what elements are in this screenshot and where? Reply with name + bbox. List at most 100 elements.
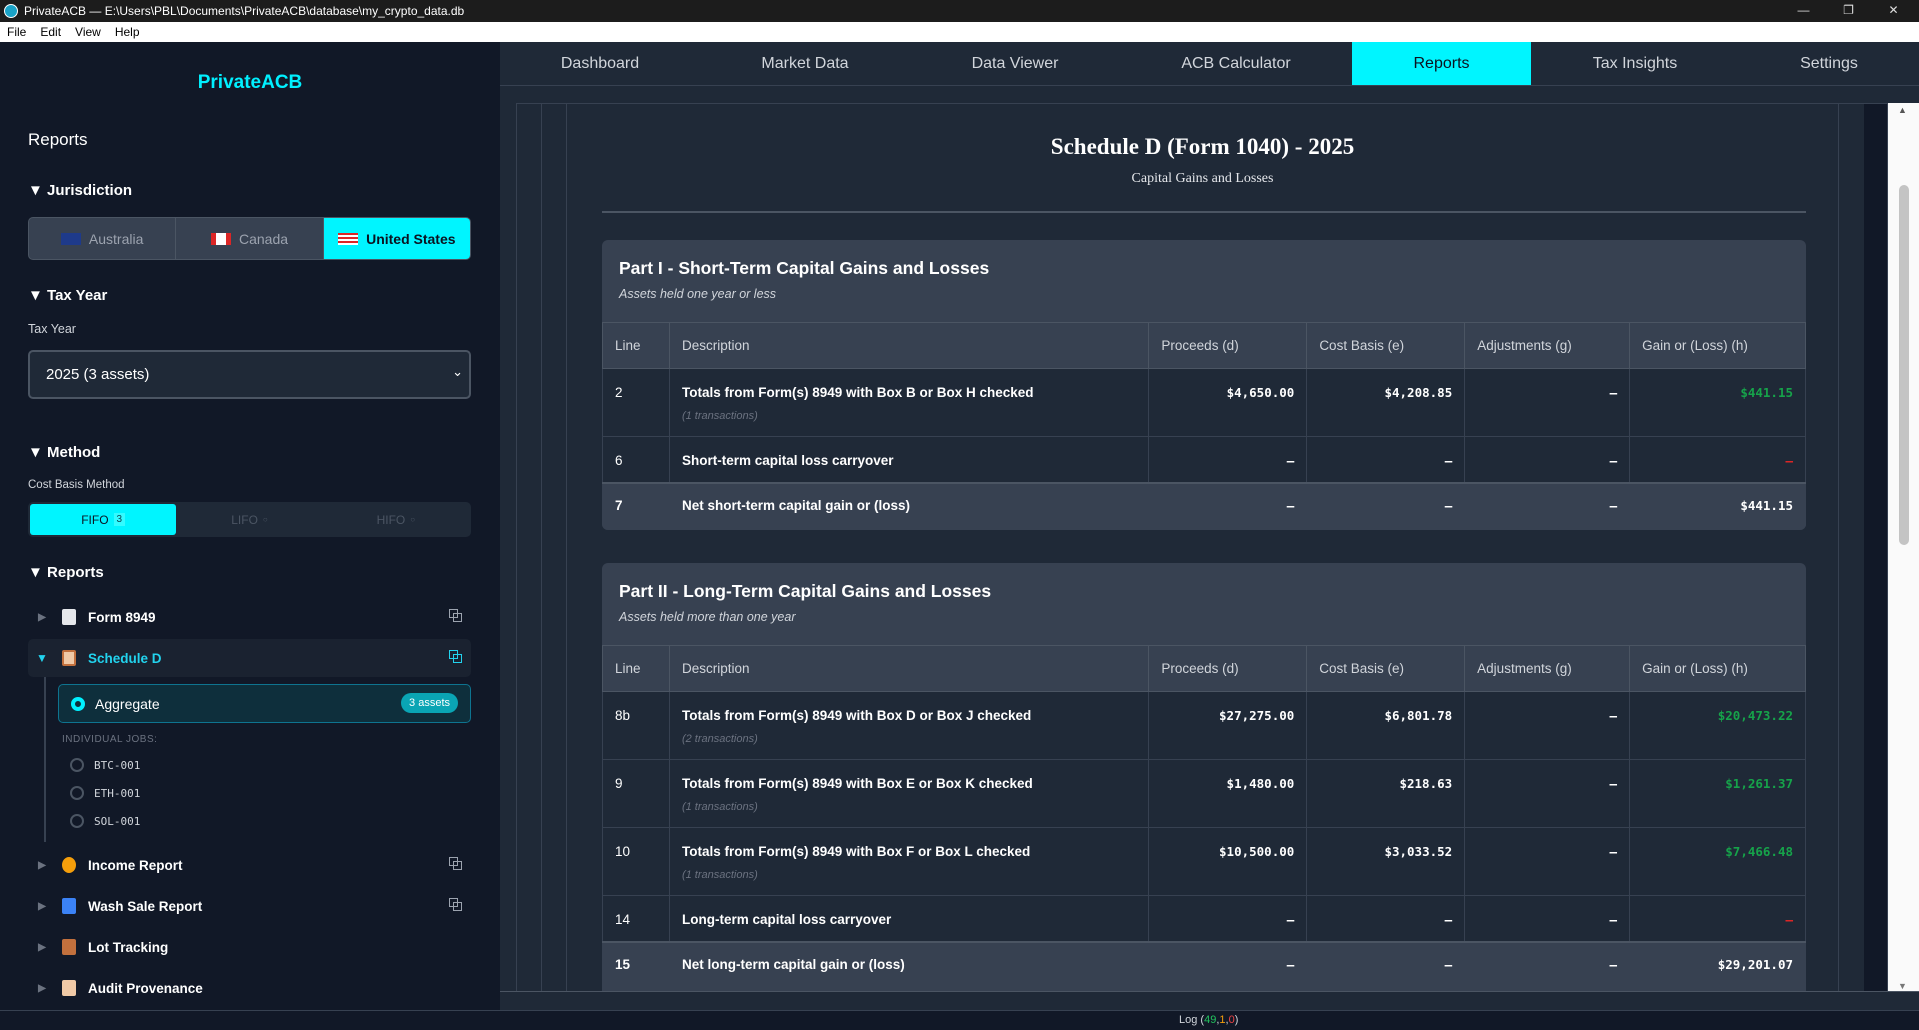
divider — [602, 211, 1806, 213]
adj-cell: – — [1464, 759, 1631, 828]
empty-count-icon: ○ — [262, 515, 268, 524]
job-option[interactable]: SOL-001 — [70, 814, 140, 828]
menu-help[interactable]: Help — [114, 25, 140, 39]
label: LIFO — [231, 512, 258, 527]
gain-cell: $441.15 — [1629, 481, 1806, 530]
divider — [541, 104, 542, 993]
line-description: Net short-term capital gain or (loss) — [668, 481, 1150, 530]
adj-cell: – — [1464, 940, 1631, 990]
jurisdiction-australia[interactable]: Australia — [29, 218, 177, 259]
document-icon — [62, 609, 76, 625]
column-header: Proceeds (d) — [1148, 645, 1308, 692]
description-text: Totals from Form(s) 8949 with Box E or B… — [681, 776, 1033, 791]
tab-data-viewer[interactable]: Data Viewer — [971, 54, 1059, 72]
chevron-down-icon: ⌄ — [452, 364, 463, 379]
report-wash-sale[interactable]: ▶ Wash Sale Report — [28, 887, 471, 925]
job-option[interactable]: ETH-001 — [70, 786, 140, 800]
report-title: Schedule D (Form 1040) - 2025 — [1050, 134, 1355, 159]
tab-acb-calculator[interactable]: ACB Calculator — [1181, 54, 1291, 72]
close-button[interactable]: ✕ — [1888, 3, 1899, 17]
expand-icon: ▶ — [38, 859, 46, 871]
open-window-icon[interactable] — [449, 650, 462, 663]
open-window-icon[interactable] — [449, 898, 462, 911]
label: Wash Sale Report — [88, 898, 203, 914]
gain-cell: $7,466.48 — [1629, 827, 1806, 896]
clipboard-icon — [62, 650, 76, 666]
jurisdiction-heading[interactable]: ▼ Jurisdiction — [28, 182, 133, 199]
us-flag-icon — [338, 232, 359, 245]
menu-view[interactable]: View — [75, 25, 101, 39]
expand-icon: ▶ — [38, 611, 46, 623]
label: Audit Provenance — [88, 980, 203, 996]
window-title: PrivateACB — E:\Users\PBL\Documents\Priv… — [24, 4, 465, 18]
transaction-count: (1 transactions) — [681, 869, 758, 881]
proceeds-cell: – — [1148, 895, 1308, 942]
transaction-count: (2 transactions) — [681, 733, 758, 745]
line-number: 8b — [602, 691, 670, 760]
line-description: Totals from Form(s) 8949 with Box F or B… — [668, 827, 1150, 896]
column-header: Adjustments (g) — [1464, 322, 1631, 369]
cost-basis-label: Cost Basis Method — [28, 479, 125, 491]
table-row: 7 Net short-term capital gain or (loss) – –… — [602, 481, 1806, 530]
line-description: Long-term capital loss carryover — [668, 895, 1150, 942]
report-form-8949[interactable]: ▶ Form 8949 — [28, 598, 471, 636]
tax-year-heading[interactable]: ▼ Tax Year — [28, 287, 108, 304]
report-audit-provenance[interactable]: ▶ Audit Provenance — [28, 969, 471, 1007]
proceeds-cell: – — [1148, 481, 1308, 530]
method-hifo[interactable]: HIFO ○ — [323, 504, 469, 535]
gain-cell: – — [1629, 895, 1806, 942]
gain-cell: $1,261.37 — [1629, 759, 1806, 828]
label: Income Report — [88, 857, 183, 873]
log-button[interactable]: Log (49,1,0) — [1179, 1014, 1239, 1026]
report-viewer: Schedule D (Form 1040) - 2025 Capital Ga… — [516, 103, 1888, 993]
open-window-icon[interactable] — [449, 609, 462, 622]
maximize-button[interactable]: ❐ — [1843, 3, 1854, 17]
report-lot-tracking[interactable]: ▶ Lot Tracking — [28, 928, 471, 966]
jurisdiction-united-states[interactable]: United States — [323, 218, 470, 259]
open-window-icon[interactable] — [449, 857, 462, 870]
repeat-icon — [62, 898, 76, 914]
part-2-table: Line Description Proceeds (d) Cost Basis (e… — [602, 645, 1806, 990]
part-subtitle: Assets held more than one year — [619, 610, 796, 624]
transaction-count: (1 transactions) — [681, 410, 758, 422]
sidebar: PrivateACB Reports ▼ Jurisdiction Austra… — [0, 42, 500, 1010]
scroll-up-icon[interactable]: ▲ — [1898, 105, 1907, 115]
tab-dashboard[interactable]: Dashboard — [560, 54, 640, 72]
tab-tax-insights[interactable]: Tax Insights — [1592, 54, 1678, 72]
tab-settings[interactable]: Settings — [1800, 54, 1858, 72]
table-row: 6 Short-term capital loss carryover – – – – — [602, 436, 1806, 483]
minimize-button[interactable]: — — [1797, 3, 1810, 17]
column-header: Description — [668, 322, 1150, 369]
menu-edit[interactable]: Edit — [40, 25, 62, 39]
jurisdiction-canada[interactable]: Canada — [176, 218, 324, 259]
line-description: Net long-term capital gain or (loss) — [668, 940, 1150, 990]
scroll-down-icon[interactable]: ▼ — [1898, 981, 1907, 991]
tax-year-select[interactable]: 2025 (3 assets) ⌄ — [28, 350, 471, 399]
log-info-count: 49 — [1204, 1014, 1217, 1026]
log-label: Log — [1179, 1014, 1198, 1026]
package-icon — [62, 939, 76, 955]
description-text: Totals from Form(s) 8949 with Box D or B… — [681, 708, 1032, 723]
cost-cell: – — [1306, 940, 1466, 990]
description-text: Totals from Form(s) 8949 with Box B or B… — [681, 385, 1034, 400]
menu-bar: File Edit View Help — [0, 22, 1919, 42]
aggregate-option[interactable]: Aggregate 3 assets — [58, 684, 471, 723]
method-lifo[interactable]: LIFO ○ — [176, 504, 322, 535]
method-heading[interactable]: ▼ Method — [28, 444, 101, 461]
report-schedule-d[interactable]: ▼ Schedule D — [28, 639, 471, 677]
gain-cell: $29,201.07 — [1629, 940, 1806, 990]
tab-reports[interactable]: Reports — [1352, 42, 1531, 85]
cost-cell: – — [1306, 895, 1466, 942]
app-lock-icon — [4, 4, 18, 18]
vertical-scrollbar[interactable]: ▲ ▼ — [1888, 103, 1919, 993]
method-fifo[interactable]: FIFO 3 — [30, 504, 177, 535]
report-income[interactable]: ▶ Income Report — [28, 846, 471, 884]
line-number: 10 — [602, 827, 670, 896]
job-option[interactable]: BTC-001 — [70, 758, 140, 772]
reports-heading[interactable]: ▼ Reports — [28, 564, 104, 581]
scrollbar-thumb[interactable] — [1899, 185, 1909, 545]
adj-cell: – — [1464, 827, 1631, 896]
transaction-count: (1 transactions) — [681, 801, 758, 813]
tab-market-data[interactable]: Market Data — [761, 54, 849, 72]
menu-file[interactable]: File — [7, 25, 27, 39]
